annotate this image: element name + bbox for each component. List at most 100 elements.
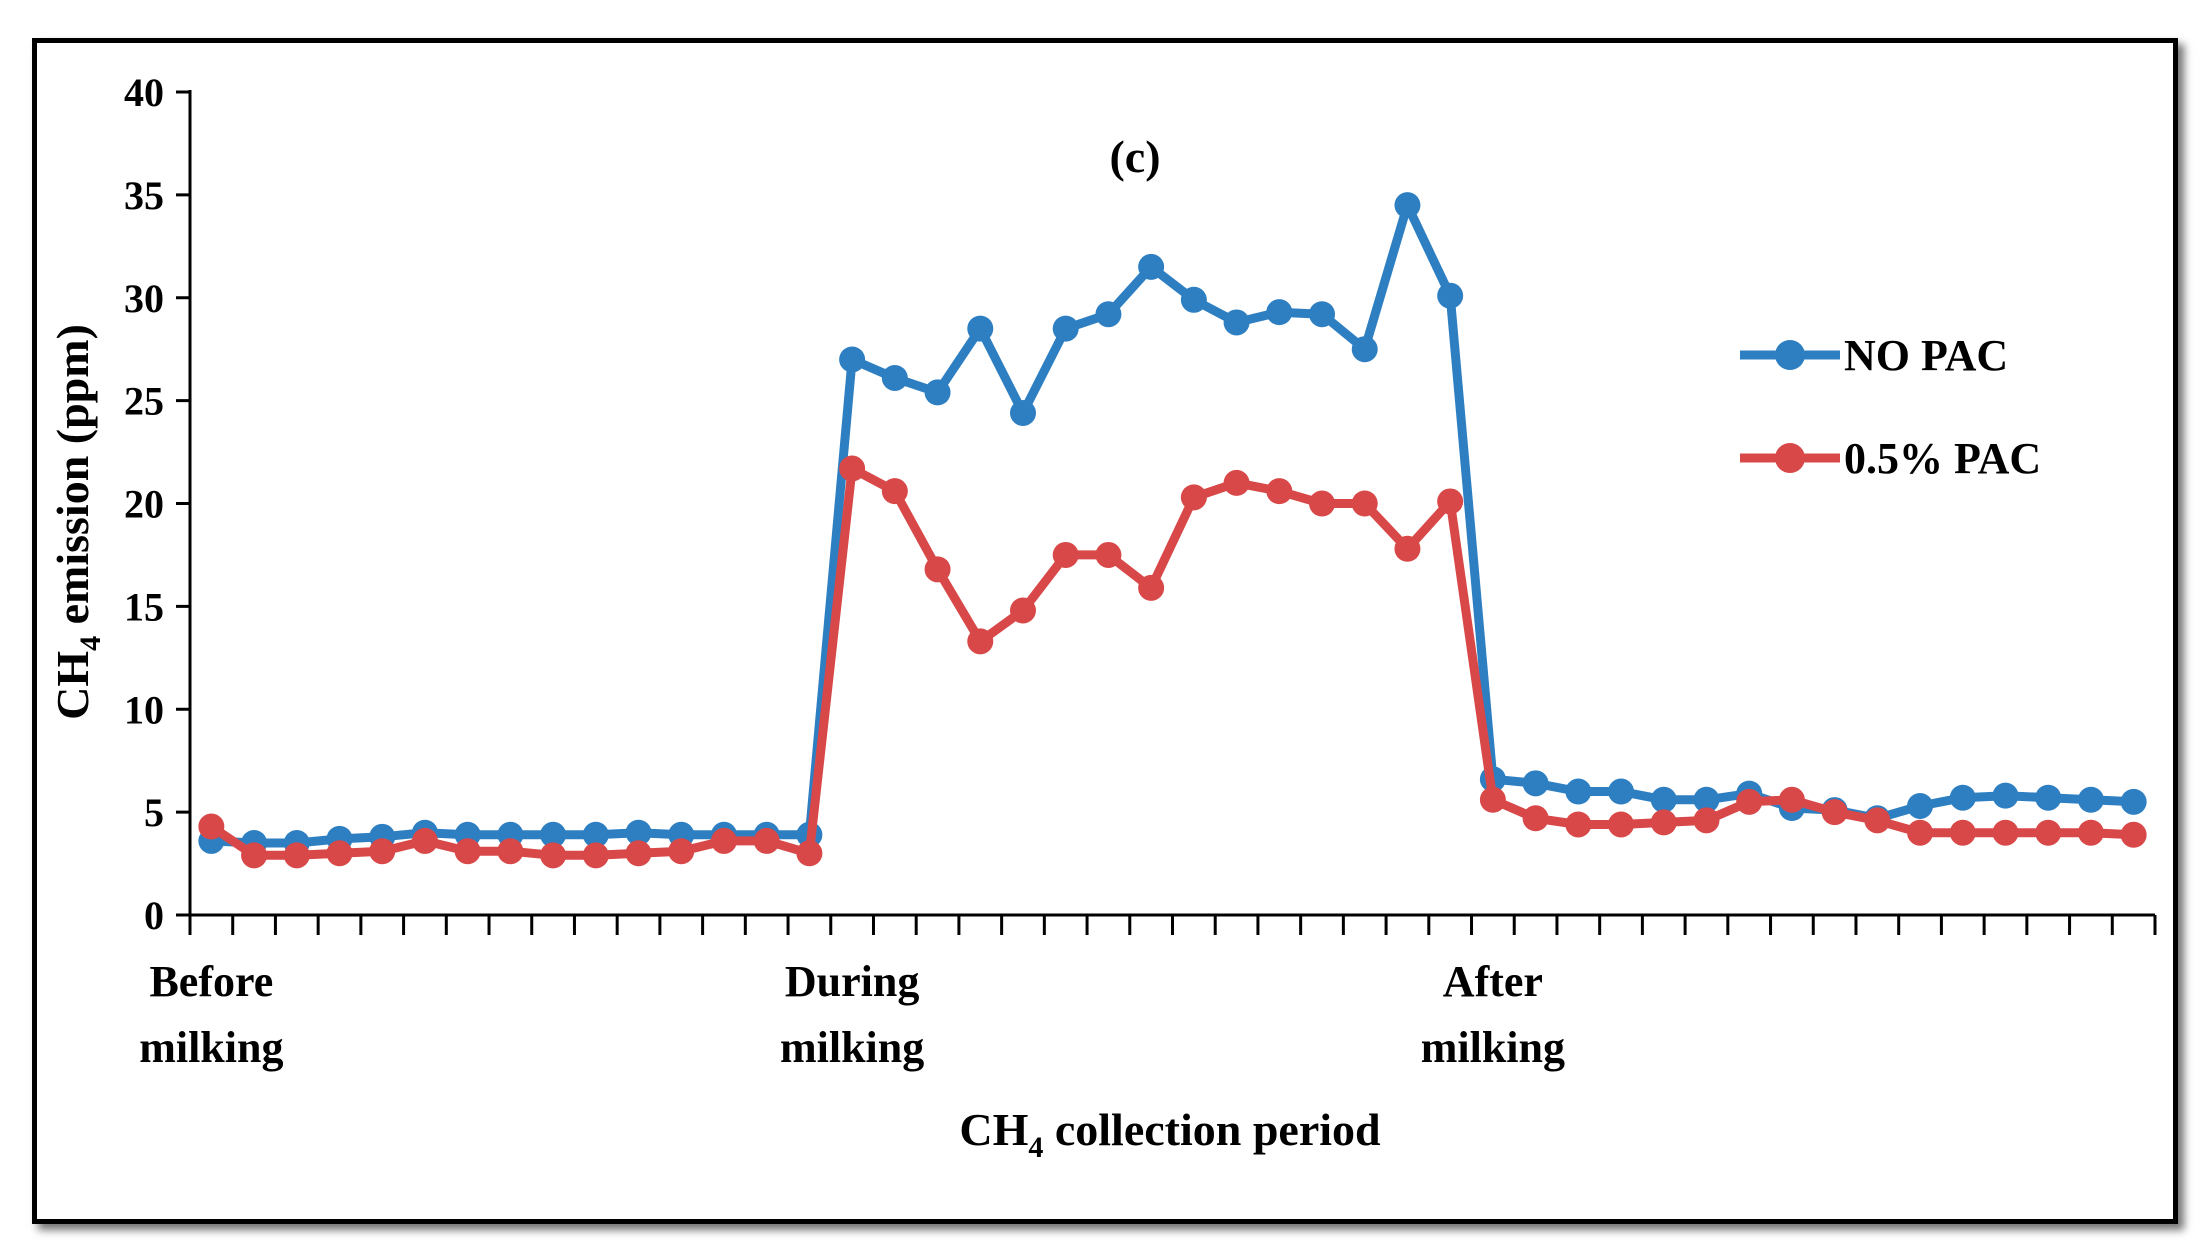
data-point [1351,336,1378,363]
data-point [967,315,994,342]
y-tick-label: 15 [124,584,164,629]
y-tick-label: 5 [144,790,164,835]
data-point [1394,192,1421,219]
data-point [1309,490,1336,517]
x-category-label-line1: Before [149,957,273,1006]
data-point [1949,819,1976,846]
data-point [1693,786,1720,813]
data-point [1522,805,1549,832]
data-point [1009,597,1036,624]
data-point [881,364,908,391]
x-category-label-line2: milking [139,1023,283,1072]
data-point [1437,282,1464,309]
axes [176,90,2157,935]
y-axis-label-main: CH [47,651,98,720]
data-point [1180,286,1207,313]
y-axis-label-sub: 4 [74,636,107,651]
data-point [796,840,823,867]
data-point [241,842,268,869]
data-point [540,842,567,869]
data-point [582,821,609,848]
data-point [540,821,567,848]
data-point [1180,484,1207,511]
text-layer: (c) CH4 emission (ppm) CH4 collection pe… [47,70,2041,1164]
data-point [710,827,737,854]
x-category-label-line2: milking [1421,1023,1565,1072]
data-point [2077,819,2104,846]
legend-label-0-5-pac: 0.5% PAC [1844,434,2041,483]
data-point [2120,788,2147,815]
data-point [881,478,908,505]
data-point [924,556,951,583]
data-point [1821,799,1848,826]
x-axis-label-sub: 4 [1028,1131,1043,1164]
x-axis-label-main: CH [959,1104,1028,1155]
data-point [1864,807,1891,834]
data-point [582,842,609,869]
data-point [283,842,310,869]
legend-label-no-pac: NO PAC [1844,331,2008,380]
y-axis-label: CH4 emission (ppm) [47,324,107,720]
data-point [369,838,396,865]
y-tick-label: 35 [124,173,164,218]
data-point [1479,786,1506,813]
data-point [668,838,695,865]
data-point [1223,309,1250,336]
data-point [967,628,994,655]
data-point [198,813,225,840]
legend-marker-0-5-pac [1775,443,1805,473]
data-point [839,346,866,373]
data-point [1949,784,1976,811]
data-point [2035,819,2062,846]
data-point [2120,821,2147,848]
data-point [924,379,951,406]
y-axis-label-rest: emission (ppm) [47,324,98,636]
data-point [1608,778,1635,805]
data-point [1394,535,1421,562]
series-line [208,464,2134,860]
data-point [1138,253,1165,280]
data-point [1266,299,1293,326]
data-point [1052,315,1079,342]
legend-marker-no-pac [1775,340,1805,370]
data-point [1309,301,1336,328]
data-point [625,840,652,867]
x-category-label-line1: During [785,957,919,1006]
data-point [1266,478,1293,505]
data-point [1565,778,1592,805]
data-point [1778,786,1805,813]
chart-frame [32,38,2178,1224]
legend-item-0-5-pac: 0.5% PAC [1740,434,2041,483]
data-point [1009,399,1036,426]
x-category-label-line1: After [1443,957,1543,1006]
data-point [1223,469,1250,496]
x-category-label-line2: milking [780,1023,924,1072]
y-tick-label: 0 [144,893,164,938]
data-point [454,838,481,865]
chart-title: (c) [1109,131,1160,182]
data-point [2077,786,2104,813]
y-tick-label: 30 [124,276,164,321]
data-point [1907,819,1934,846]
data-point [1608,811,1635,838]
data-point [753,827,780,854]
data-point [1693,807,1720,834]
data-point [625,819,652,846]
data-point [1052,541,1079,568]
y-tick-label: 10 [124,687,164,732]
y-tick-label: 25 [124,379,164,424]
x-axis-label: CH4 collection period [959,1104,1381,1164]
series-layer [198,192,2147,869]
y-tick-label: 20 [124,482,164,527]
data-point [326,840,353,867]
y-tick-label: 40 [124,70,164,115]
series-line [211,200,2134,848]
series-1 [198,455,2147,869]
data-point [839,455,866,482]
data-point [1907,792,1934,819]
data-point [1522,770,1549,797]
series-0 [198,192,2147,856]
legend-item-no-pac: NO PAC [1740,331,2008,380]
data-point [2035,784,2062,811]
